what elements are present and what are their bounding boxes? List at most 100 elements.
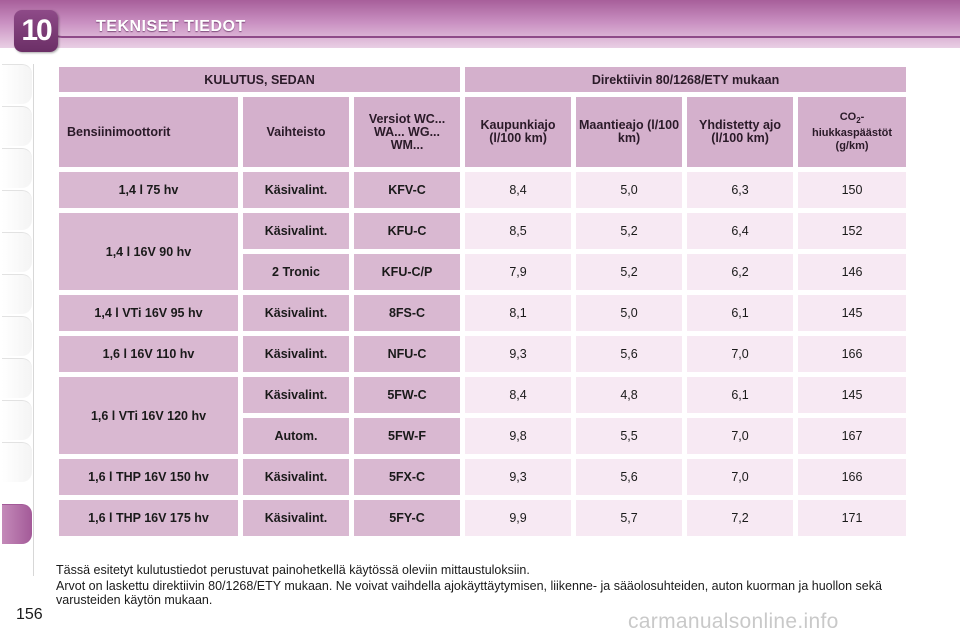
urban-cell: 8,1 <box>465 295 572 331</box>
chapter-tab[interactable] <box>2 358 32 398</box>
co2-cell: 150 <box>798 172 907 208</box>
col-header-extra-urban: Maantieajo (l/100 km) <box>576 97 683 167</box>
urban-cell: 9,8 <box>465 418 572 454</box>
col-header-version: Versiot WC... WA... WG... WM... <box>354 97 461 167</box>
chapter-tab[interactable] <box>2 232 32 272</box>
table-row: 1,6 l VTi 16V 120 hv Käsivalint. 5FW-C 8… <box>59 377 907 454</box>
engine-cell: 1,6 l THP 16V 150 hv <box>59 459 238 495</box>
table-row: 2 Tronic KFU-C/P 7,9 5,2 6,2 146 <box>59 254 907 290</box>
version-cell: 5FY-C <box>354 500 461 536</box>
gearbox-cell: Autom. <box>243 418 349 454</box>
engine-cell: 1,6 l THP 16V 175 hv <box>59 500 238 536</box>
combined-cell: 6,4 <box>687 213 794 249</box>
table-row: 1,4 l 75 hv Käsivalint. KFV-C 8,4 5,0 6,… <box>59 172 907 208</box>
extra-urban-cell: 4,8 <box>576 377 683 413</box>
col-header-gearbox: Vaihteisto <box>243 97 349 167</box>
version-cell: NFU-C <box>354 336 461 372</box>
chapter-number-badge: 10 <box>14 10 58 52</box>
version-cell: KFU-C/P <box>354 254 461 290</box>
chapter-tab[interactable] <box>2 316 32 356</box>
chapter-tab[interactable] <box>2 442 32 482</box>
urban-cell: 8,4 <box>465 377 572 413</box>
chapter-tab[interactable] <box>2 400 32 440</box>
version-cell: KFV-C <box>354 172 461 208</box>
co2-cell: 171 <box>798 500 907 536</box>
chapter-tab[interactable] <box>2 274 32 314</box>
chapter-tab[interactable] <box>2 106 32 146</box>
extra-urban-cell: 5,5 <box>576 418 683 454</box>
co2-cell: 145 <box>798 377 907 413</box>
col-header-co2: CO2- hiukkaspäästöt (g/km) <box>798 97 907 167</box>
extra-urban-cell: 5,0 <box>576 295 683 331</box>
combined-cell: 6,2 <box>687 254 794 290</box>
urban-cell: 8,4 <box>465 172 572 208</box>
table-row: Autom. 5FW-F 9,8 5,5 7,0 167 <box>59 418 907 454</box>
urban-cell: 9,9 <box>465 500 572 536</box>
directive-title: Direktiivin 80/1268/ETY mukaan <box>465 67 907 92</box>
version-cell: 5FW-F <box>354 418 461 454</box>
table-row: 1,4 l 16V 90 hv Käsivalint. KFU-C 8,5 5,… <box>59 213 907 290</box>
combined-cell: 6,3 <box>687 172 794 208</box>
urban-cell: 8,5 <box>465 213 572 249</box>
co2-cell: 152 <box>798 213 907 249</box>
engine-cell: 1,4 l VTi 16V 95 hv <box>59 295 238 331</box>
col-header-combined: Yhdistetty ajo (l/100 km) <box>687 97 794 167</box>
col-header-engine: Bensiinimoottorit <box>59 97 238 167</box>
gearbox-cell: 2 Tronic <box>243 254 349 290</box>
table-row: 1,6 l 16V 110 hv Käsivalint. NFU-C 9,3 5… <box>59 336 907 372</box>
gearbox-cell: Käsivalint. <box>243 336 349 372</box>
engine-cell: 1,4 l 16V 90 hv <box>59 213 238 290</box>
chapter-header: 10 TEKNISET TIEDOT <box>0 0 960 52</box>
engine-cell: 1,4 l 75 hv <box>59 172 238 208</box>
co2-subscript: 2 <box>856 116 861 126</box>
co2-suffix: - hiukkaspäästöt (g/km) <box>811 110 893 153</box>
chapter-tabs <box>0 64 34 576</box>
gearbox-cell: Käsivalint. <box>243 295 349 331</box>
extra-urban-cell: 5,7 <box>576 500 683 536</box>
engine-cell: 1,6 l 16V 110 hv <box>59 336 238 372</box>
extra-urban-cell: 5,6 <box>576 459 683 495</box>
co2-cell: 166 <box>798 336 907 372</box>
chapter-tab[interactable] <box>2 190 32 230</box>
urban-cell: 9,3 <box>465 459 572 495</box>
combined-cell: 7,2 <box>687 500 794 536</box>
extra-urban-cell: 5,2 <box>576 254 683 290</box>
version-cell: 5FW-C <box>354 377 461 413</box>
combined-cell: 7,0 <box>687 459 794 495</box>
fuel-consumption-table: KULUTUS, SEDAN Direktiivin 80/1268/ETY m… <box>54 62 911 541</box>
extra-urban-cell: 5,0 <box>576 172 683 208</box>
chapter-tab[interactable] <box>2 148 32 188</box>
gearbox-cell: Käsivalint. <box>243 500 349 536</box>
extra-urban-cell: 5,6 <box>576 336 683 372</box>
watermark: carmanualsonline.info <box>628 610 839 633</box>
table-row: 1,6 l THP 16V 175 hv Käsivalint. 5FY-C 9… <box>59 500 907 536</box>
gearbox-cell: Käsivalint. <box>243 377 349 413</box>
note-measurement: Tässä esitetyt kulutustiedot perustuvat … <box>56 563 530 577</box>
gearbox-cell: Käsivalint. <box>243 172 349 208</box>
co2-cell: 146 <box>798 254 907 290</box>
note-directive: Arvot on laskettu direktiivin 80/1268/ET… <box>56 579 882 607</box>
page-number: 156 <box>16 606 43 623</box>
urban-cell: 9,3 <box>465 336 572 372</box>
chapter-tab-active[interactable] <box>2 504 32 544</box>
co2-cell: 166 <box>798 459 907 495</box>
combined-cell: 7,0 <box>687 336 794 372</box>
header-tab-shape <box>48 12 960 38</box>
table-row: 1,6 l THP 16V 150 hv Käsivalint. 5FX-C 9… <box>59 459 907 495</box>
urban-cell: 7,9 <box>465 254 572 290</box>
engine-cell: 1,6 l VTi 16V 120 hv <box>59 377 238 454</box>
version-cell: 8FS-C <box>354 295 461 331</box>
co2-cell: 167 <box>798 418 907 454</box>
table-row: 1,4 l VTi 16V 95 hv Käsivalint. 8FS-C 8,… <box>59 295 907 331</box>
chapter-tab[interactable] <box>2 64 32 104</box>
version-cell: KFU-C <box>354 213 461 249</box>
combined-cell: 7,0 <box>687 418 794 454</box>
table-title: KULUTUS, SEDAN <box>59 67 461 92</box>
col-header-urban: Kaupunkiajo (l/100 km) <box>465 97 572 167</box>
page-title: TEKNISET TIEDOT <box>96 18 246 35</box>
version-cell: 5FX-C <box>354 459 461 495</box>
combined-cell: 6,1 <box>687 295 794 331</box>
co2-cell: 145 <box>798 295 907 331</box>
gearbox-cell: Käsivalint. <box>243 213 349 249</box>
combined-cell: 6,1 <box>687 377 794 413</box>
